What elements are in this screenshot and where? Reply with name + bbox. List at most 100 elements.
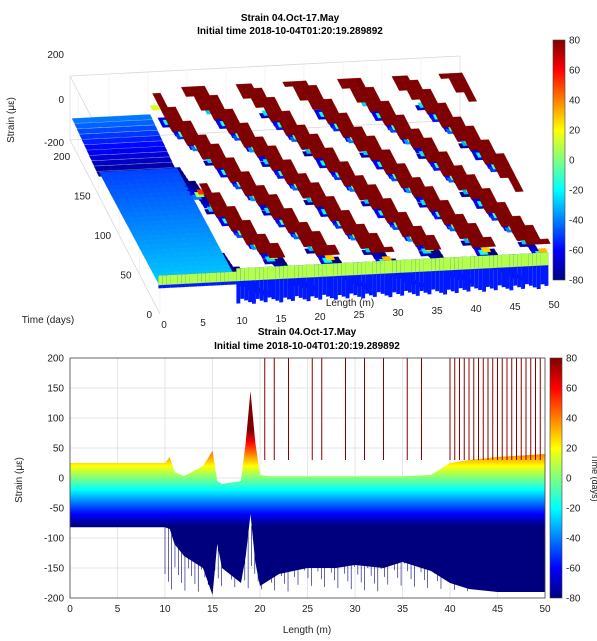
surface-front-band [369,261,373,275]
surface-front-band [509,254,514,268]
surface-front-band [521,253,525,267]
surface-front-band [166,275,171,285]
surface-front-band [209,272,213,283]
y-tick-label: 50 [53,444,65,455]
surface-front-band [314,264,319,278]
plot-frame [69,357,546,599]
x-tick-label: 30 [349,604,361,615]
y-tick-label: 0 [58,474,64,485]
surface-patch [329,249,341,255]
surface-patch [463,91,475,98]
y-tick-label: 100 [47,414,64,425]
x-tick-label: 35 [397,604,409,615]
colorbar-tick-label: -80 [566,594,581,605]
colorbar: 80 60 40 20 0 -20 -40 -60 -80 Time (days) [549,354,597,605]
y-axis-label: Time (days) [22,315,74,326]
colorbar-tick-label: -20 [569,186,584,197]
surface-patch [144,119,156,126]
surface-front-band [294,265,299,279]
axis-ticks: 0 5 10 15 20 25 30 35 40 45 50 200 150 100 50 0 -50 -100 -… [44,354,551,616]
colorbar-tick-label: 80 [569,36,581,47]
surface-front-band [474,256,479,269]
y-tick-label: 200 [53,152,70,163]
y-tick-label: -200 [44,594,64,605]
surface-front-band [466,256,471,270]
x-tick-label: 50 [548,300,560,311]
surface-front-band [536,252,541,266]
y-tick-label: -50 [50,504,65,515]
surface-patch [154,140,166,147]
surface-front-band [185,274,190,284]
surface-front-band [478,255,483,269]
surface-patch [539,238,551,245]
surface-front-band [330,263,334,277]
surface-front-band [337,263,342,276]
x-tick-label: 30 [392,308,404,319]
y-tick-label: 100 [94,231,111,242]
x-tick-label: 45 [492,604,504,615]
surface-front-band [318,264,323,277]
top-chart-subtitle: Initial time 2018-10-04T01:20:19.289892 [197,26,383,37]
surface-front-band [427,258,432,272]
surface-patch [154,97,166,104]
surface-front-band [517,253,522,267]
surface-front-band [439,257,444,271]
surface-front-band [232,271,237,282]
surface-front-band [263,266,268,280]
surface-front-band [193,273,198,284]
surface-front-band [357,262,362,275]
surface-front-band [388,260,393,274]
surface-front-band [396,260,401,273]
z-axis-label: Strain (με) [6,97,17,143]
x-axis-label: Length (m) [326,298,374,309]
y-tick-label: 50 [120,270,132,281]
surface-front-band [458,256,463,270]
surface-front-band [415,259,420,272]
surface-front-band [435,258,440,271]
surface-front-band [287,265,291,279]
x-tick-label: 5 [115,604,121,615]
surface-front-band [489,255,494,269]
x-tick-label: 45 [509,302,521,313]
colorbar-tick-label: 40 [569,96,581,107]
surface-patch [149,105,161,111]
colorbar-gradient [552,39,566,281]
surface-front-band [462,256,467,270]
surface-front-band [283,265,288,279]
surface-front-band [540,252,545,266]
surface-front-band [482,255,486,269]
surface-front-band [201,273,206,283]
surface-front-band [189,273,194,284]
surface-front-band [267,266,272,280]
surface-front-band [248,267,252,281]
surface-front-band [528,253,533,267]
surface-front-band [384,260,389,274]
surface-front-band [228,271,233,282]
surface-front-band [279,266,284,279]
x-tick-label: 10 [236,316,248,327]
surface-front-band [236,268,241,282]
x-tick-label: 35 [431,306,443,317]
colorbar-tick-label: -60 [566,564,581,575]
surface-front-band [271,266,276,280]
surface-front-band [216,272,221,283]
y-tick-label: 150 [47,384,64,395]
surface-patch [149,130,161,136]
surface-front-band [205,273,210,283]
surface-front-band [443,257,447,271]
surface-front-band [240,268,245,281]
x-tick-label: 10 [159,604,171,615]
surface-patch [485,241,497,247]
axis-ticks: 0 5 10 15 20 25 30 35 40 45 50 0 50 100 150 200 200 0 -200 [44,50,560,331]
colorbar-tick-label: 0 [569,156,575,167]
surface-front-band [450,257,455,271]
surface-front-band [361,261,366,275]
surface-front-band [306,264,311,278]
surface-patch [146,125,158,131]
x-tick-label: 0 [161,320,167,331]
surface-front-band [419,258,424,272]
surface-patch [159,151,170,158]
surface-front-band [447,257,451,271]
x-tick-label: 40 [444,604,456,615]
surface-front-band [162,275,167,285]
